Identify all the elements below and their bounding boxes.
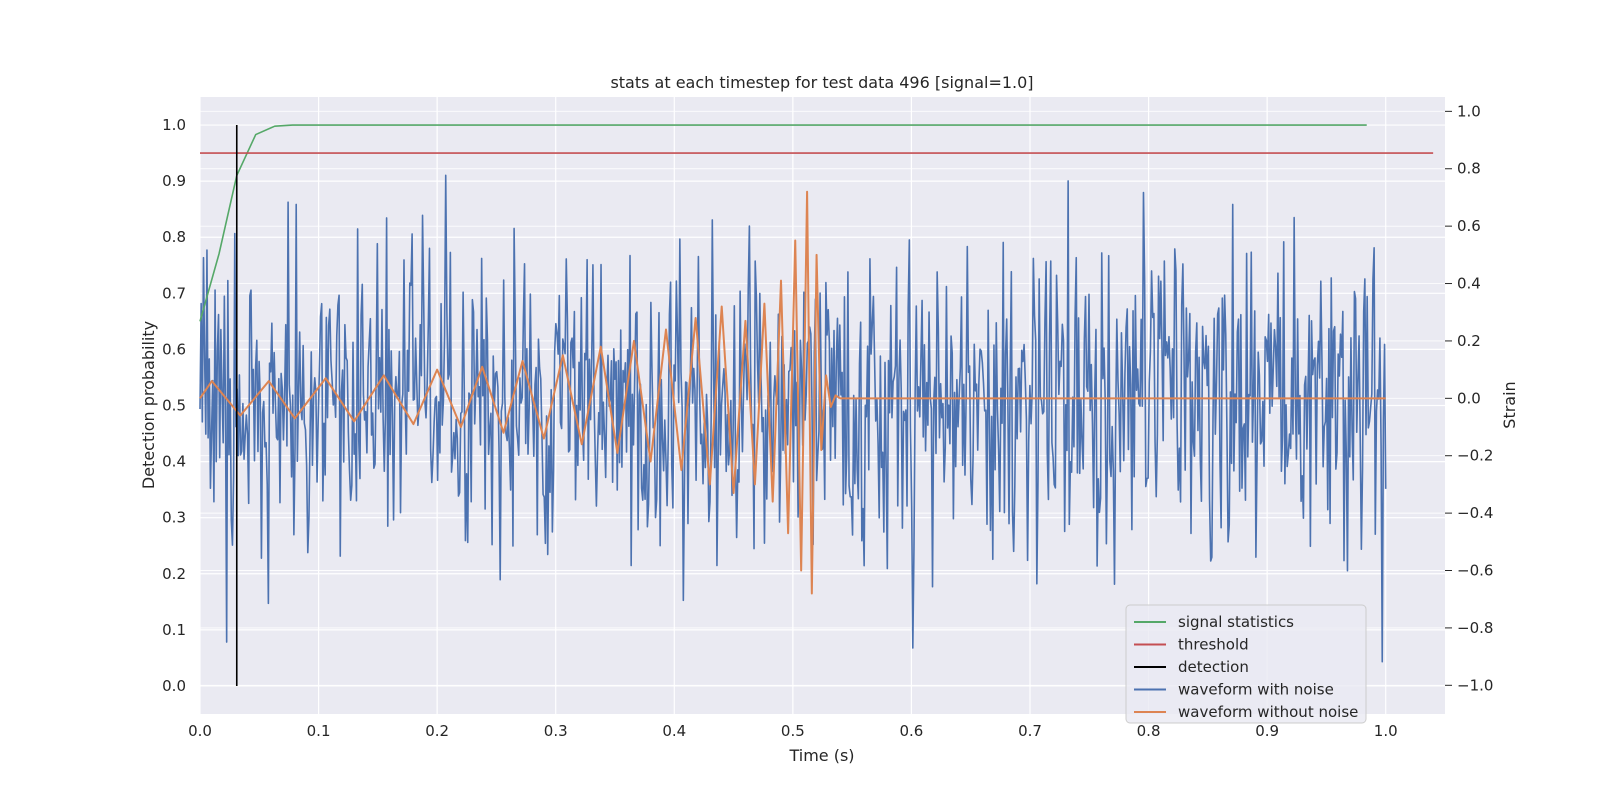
legend-label: signal statistics [1178, 613, 1294, 631]
x-tick-label: 0.9 [1255, 722, 1279, 740]
right-y-axis-label: Strain [1500, 381, 1519, 428]
x-axis-label: Time (s) [788, 746, 854, 765]
y-tick-label: 0.6 [162, 340, 186, 358]
signal-statistics-line [199, 124, 1367, 322]
x-tick-label: 0.3 [544, 722, 568, 740]
y-right-tick-label: 1.0 [1457, 102, 1481, 120]
x-tick-label: 0.1 [307, 722, 331, 740]
legend-box [1125, 604, 1367, 724]
y-right-tick-label: −0.2 [1457, 447, 1493, 465]
x-tick-label: 0.6 [899, 722, 923, 740]
series-layer [199, 124, 1434, 686]
y-tick-label: 0.4 [162, 453, 186, 471]
x-tick-label: 0.8 [1137, 722, 1161, 740]
y-tick-label: 0.8 [162, 228, 186, 246]
y-tick-label: 0.5 [162, 397, 186, 415]
y-tick-label: 1.0 [162, 116, 186, 134]
y-right-tick-label: 0.2 [1457, 332, 1481, 350]
y-right-tick-label: 0.8 [1457, 160, 1481, 178]
y-tick-label: 0.0 [162, 677, 186, 695]
x-tick-label: 0.7 [1018, 722, 1042, 740]
y-right-tick-label: −0.6 [1457, 562, 1493, 580]
y-right-tick-label: −0.4 [1457, 504, 1493, 522]
y-tick-label: 0.3 [162, 509, 186, 527]
legend-label: waveform without noise [1178, 703, 1358, 721]
legend-label: waveform with noise [1178, 681, 1334, 699]
y-right-tick-label: −0.8 [1457, 619, 1493, 637]
y-tick-label: 0.7 [162, 284, 186, 302]
left-y-axis-label: Detection probability [139, 321, 158, 489]
x-tick-label: 0.0 [188, 722, 212, 740]
y-right-tick-label: 0.0 [1457, 389, 1481, 407]
chart-title: stats at each timestep for test data 496… [610, 73, 1033, 92]
legend-entries: signal statistics threshold detection wavef… [1134, 613, 1358, 721]
y-tick-label: 0.2 [162, 565, 186, 583]
x-tick-label: 0.5 [781, 722, 805, 740]
x-tick-label: 0.2 [425, 722, 449, 740]
y-right-tick-label: 0.4 [1457, 275, 1481, 293]
y-right-tick-label: 0.6 [1457, 217, 1481, 235]
x-axis-ticks: 0.0 0.1 0.2 0.3 0.4 0.5 0.6 0.7 0.8 0.9 1.0 [188, 722, 1398, 740]
legend-label: threshold [1178, 636, 1249, 654]
x-tick-label: 0.4 [662, 722, 686, 740]
legend-label: detection [1178, 658, 1249, 676]
legend: signal statistics threshold detection wavef… [1125, 604, 1367, 724]
y-tick-label: 0.9 [162, 172, 186, 190]
y-tick-label: 0.1 [162, 621, 186, 639]
x-tick-label: 1.0 [1374, 722, 1398, 740]
left-y-axis-ticks: 0.0 0.1 0.2 0.3 0.4 0.5 0.6 0.7 0.8 0.9 1.0 [162, 116, 186, 695]
y-right-tick-label: −1.0 [1457, 676, 1493, 694]
right-y-axis-ticks: −1.0 −0.8 −0.6 −0.4 −0.2 0.0 0.2 0.4 0.6 0.8 1.0 [1445, 102, 1493, 694]
waveform-without-noise-line [199, 190, 1386, 595]
grid-lines [199, 97, 1445, 714]
